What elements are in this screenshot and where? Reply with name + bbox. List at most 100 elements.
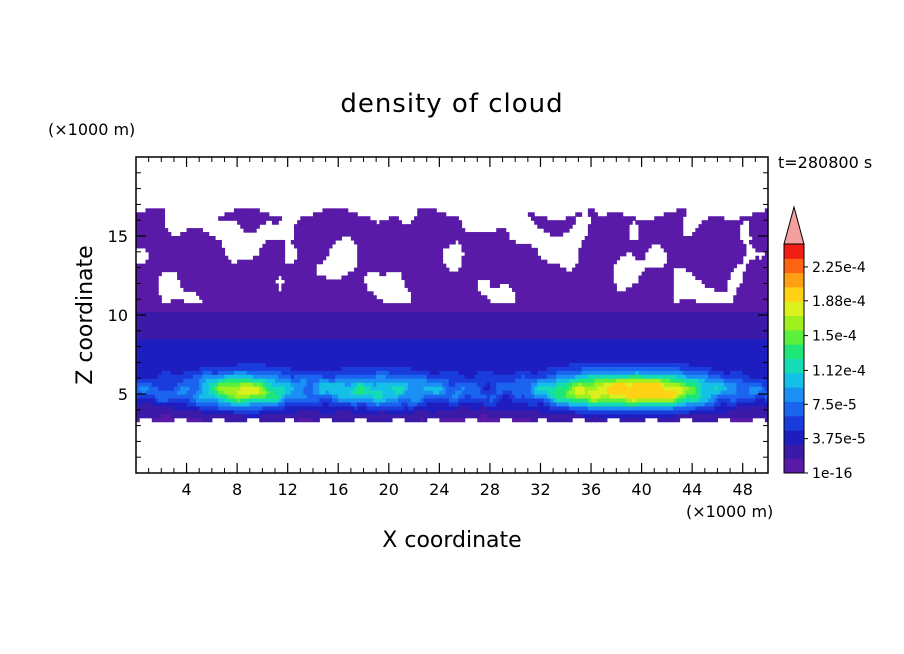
density-cell bbox=[167, 354, 172, 360]
density-cell bbox=[243, 362, 248, 367]
density-cell bbox=[142, 287, 147, 292]
density-cell bbox=[338, 334, 342, 340]
density-cell bbox=[464, 247, 469, 253]
density-cell bbox=[148, 208, 153, 213]
density-cell bbox=[426, 401, 431, 407]
density-cell bbox=[335, 354, 339, 360]
density-cell bbox=[268, 303, 273, 308]
density-cell bbox=[354, 413, 358, 419]
density-cell bbox=[360, 287, 365, 292]
density-cell bbox=[429, 409, 434, 415]
density-cell bbox=[196, 358, 200, 363]
density-cell bbox=[312, 228, 317, 233]
density-cell bbox=[391, 251, 396, 257]
density-cell bbox=[145, 362, 150, 367]
density-cell bbox=[445, 342, 450, 348]
density-cell bbox=[452, 303, 456, 308]
density-cell bbox=[290, 354, 295, 360]
density-cell bbox=[208, 390, 213, 395]
density-cell bbox=[218, 287, 222, 292]
density-cell bbox=[344, 354, 349, 360]
density-cell bbox=[221, 216, 226, 221]
density-cell bbox=[189, 275, 194, 281]
density-cell bbox=[306, 247, 311, 253]
density-cell bbox=[464, 307, 469, 312]
density-cell bbox=[436, 322, 440, 328]
density-cell bbox=[205, 417, 210, 423]
density-cell bbox=[363, 287, 368, 292]
density-cell bbox=[350, 299, 355, 304]
density-cell bbox=[265, 243, 270, 249]
density-cell bbox=[199, 378, 203, 383]
density-cell bbox=[268, 243, 273, 249]
density-cell bbox=[455, 315, 459, 320]
density-cell bbox=[335, 311, 339, 316]
density-cell bbox=[401, 247, 406, 253]
density-cell bbox=[192, 259, 197, 265]
density-cell bbox=[271, 259, 276, 265]
density-cell bbox=[170, 342, 175, 348]
density-cell bbox=[442, 382, 447, 387]
density-cell bbox=[357, 251, 361, 257]
density-cell bbox=[275, 275, 279, 281]
density-cell bbox=[319, 378, 324, 383]
density-cell bbox=[350, 334, 355, 340]
density-cell bbox=[284, 295, 289, 300]
density-cell bbox=[423, 350, 428, 356]
density-cell bbox=[177, 318, 181, 324]
density-cell bbox=[410, 326, 415, 332]
density-cell bbox=[395, 263, 399, 269]
density-cell bbox=[233, 397, 238, 403]
density-cell bbox=[436, 386, 440, 391]
density-cell bbox=[164, 228, 169, 233]
density-cell bbox=[233, 354, 238, 360]
density-cell bbox=[240, 350, 245, 356]
density-cell bbox=[426, 405, 431, 411]
density-cell bbox=[262, 366, 267, 371]
density-cell bbox=[246, 208, 251, 213]
density-cell bbox=[227, 307, 232, 312]
density-cell bbox=[376, 334, 380, 340]
density-cell bbox=[192, 409, 197, 415]
density-cell bbox=[410, 318, 415, 324]
density-cell bbox=[373, 303, 377, 308]
density-cell bbox=[395, 346, 399, 352]
density-cell bbox=[385, 370, 390, 375]
density-cell bbox=[170, 417, 175, 423]
density-cell bbox=[470, 382, 475, 387]
density-cell bbox=[306, 330, 311, 336]
density-cell bbox=[410, 271, 415, 277]
density-cell bbox=[240, 358, 245, 363]
density-cell bbox=[233, 362, 238, 367]
density-cell bbox=[309, 255, 314, 261]
density-cell bbox=[417, 330, 421, 336]
density-cell bbox=[196, 255, 200, 261]
density-cell bbox=[325, 228, 330, 233]
density-cell bbox=[379, 255, 384, 261]
density-cell bbox=[243, 413, 248, 419]
density-cell bbox=[363, 318, 368, 324]
density-cell bbox=[196, 394, 200, 399]
density-cell bbox=[316, 239, 320, 245]
density-cell bbox=[414, 346, 418, 352]
density-cell bbox=[252, 307, 257, 312]
density-cell bbox=[382, 417, 387, 423]
density-cell bbox=[158, 311, 162, 316]
density-cell bbox=[142, 267, 147, 273]
density-cell bbox=[177, 358, 181, 363]
density-cell bbox=[433, 362, 437, 367]
density-cell bbox=[208, 397, 213, 403]
density-cell bbox=[420, 397, 425, 403]
density-cell bbox=[271, 271, 276, 277]
density-cell bbox=[205, 350, 210, 356]
density-cell bbox=[240, 283, 245, 288]
density-cell bbox=[281, 390, 286, 395]
density-cell bbox=[407, 401, 412, 407]
density-cell bbox=[464, 370, 469, 375]
density-cell bbox=[436, 259, 440, 265]
density-cell bbox=[319, 366, 324, 371]
density-cell bbox=[148, 322, 153, 328]
density-cell bbox=[275, 247, 279, 253]
density-cell bbox=[148, 228, 153, 233]
density-cell bbox=[331, 220, 336, 225]
